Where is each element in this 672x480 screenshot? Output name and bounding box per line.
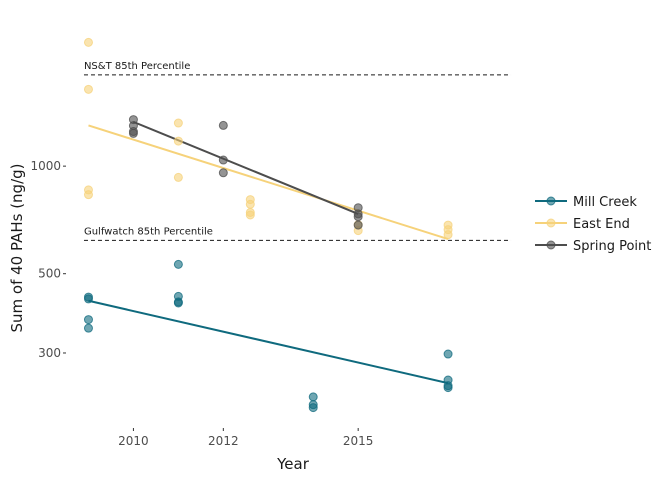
data-point [173,259,183,269]
data-point [218,168,228,178]
x-tick-label: 2010 [118,434,149,448]
data-point [173,136,183,146]
y-tick-label: 1000 [30,159,61,173]
trend-line [133,120,359,215]
data-point [173,118,183,128]
y-tick-label: 300 [38,346,61,360]
legend: Mill Creek East End Spring Point [535,195,651,254]
trend-lines [88,120,449,385]
data-points [83,37,453,413]
data-point [443,230,453,240]
data-point [443,383,453,393]
y-axis-title: Sum of 40 PAHs (ng/g) [8,163,26,332]
reference-line-label: Gulfwatch 85th Percentile [84,226,213,237]
data-point [83,37,93,47]
x-axis-title: Year [276,455,310,473]
legend-key-point [546,240,556,250]
data-point [128,128,138,138]
data-point [245,210,255,220]
data-point [83,84,93,94]
x-tick-label: 2015 [343,434,374,448]
data-point [83,323,93,333]
x-axis-ticks: 2010 2012 2015 [118,428,373,448]
data-point [245,199,255,209]
trend-line [88,124,449,241]
reference-lines: NS&T 85th Percentile Gulfwatch 85th Perce… [84,61,512,241]
data-point [218,120,228,130]
legend-label: Spring Point [573,239,651,254]
data-point [443,349,453,359]
legend-label: Mill Creek [573,195,637,210]
data-point [218,155,228,165]
data-point [83,294,93,304]
legend-key-point [546,218,556,228]
legend-key-point [546,196,556,206]
y-tick-label: 500 [38,267,61,281]
data-point [308,403,318,413]
data-point [353,220,363,230]
data-point [173,172,183,182]
data-point [173,298,183,308]
reference-line-label: NS&T 85th Percentile [84,61,190,72]
trend-line [88,299,449,385]
legend-label: East End [573,217,630,232]
data-point [308,392,318,402]
data-point [353,212,363,222]
y-axis-ticks: 300 500 1000 [30,159,66,360]
data-point [83,315,93,325]
data-point [83,190,93,200]
x-tick-label: 2012 [208,434,239,448]
